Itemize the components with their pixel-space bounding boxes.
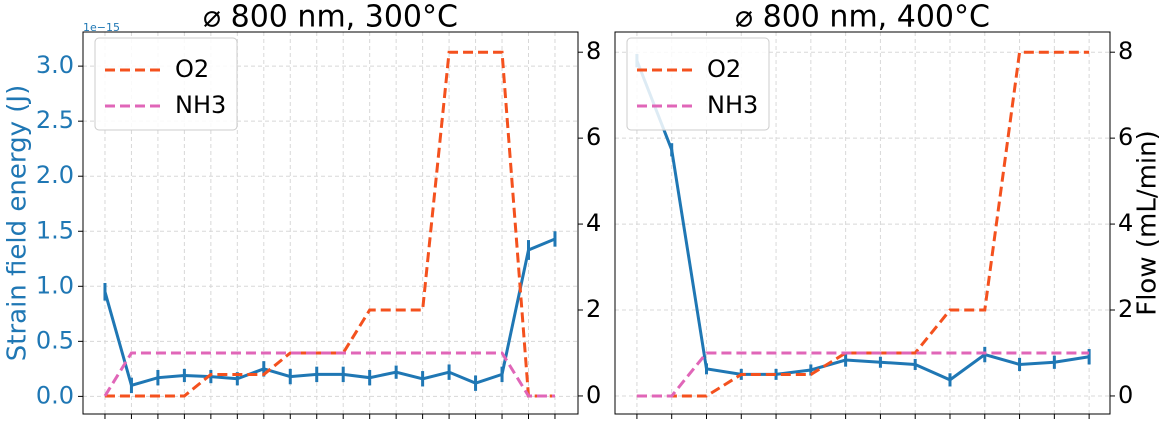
- plot-frame: [82, 31, 579, 415]
- y-tick-label: 2.5: [36, 106, 74, 134]
- series-line: [103, 237, 556, 388]
- y2-tick-label: 8: [586, 37, 601, 65]
- y2-tick-label: 0: [1118, 381, 1133, 409]
- y-tick-label: 0.0: [36, 381, 74, 409]
- plot-frame: [614, 31, 1111, 415]
- legend-box: [626, 37, 770, 131]
- y-tick-label: 0.5: [36, 326, 74, 354]
- y-tick-label: 1.0: [36, 271, 74, 299]
- y-tick-label: 1.5: [36, 216, 74, 244]
- panel: 0.0 0.5 1.0 1.5 2.0 2.5 3.0 0 2 4 6 8 O2 NH3 ⌀ 800 nm,…: [3, 0, 601, 419]
- series-line: [636, 50, 1090, 398]
- y2-tick-label: 0: [586, 381, 601, 409]
- y2-tick-label: 4: [586, 209, 601, 237]
- y2-tick-label: 4: [1118, 209, 1133, 237]
- y-axis-label: Strain field energy (J): [3, 85, 33, 361]
- y2-tick-label: 6: [586, 123, 601, 151]
- series-line: [635, 60, 1090, 382]
- legend-box: [94, 37, 238, 131]
- legend-label: O2: [707, 55, 741, 83]
- offset-label: 1e−15: [83, 21, 120, 34]
- y2-tick-label: 2: [1118, 295, 1133, 323]
- y-tick-label: 3.0: [36, 51, 74, 79]
- legend-label: NH3: [707, 91, 758, 119]
- y2-tick-label: 6: [1118, 123, 1133, 151]
- series-line: [103, 351, 555, 398]
- y2-tick-label: 2: [586, 295, 601, 323]
- y2-axis-label: Flow (mL/min): [1133, 130, 1163, 316]
- chart-title: ⌀ 800 nm, 400°C: [735, 0, 990, 35]
- legend-label: O2: [175, 55, 209, 83]
- legend-label: NH3: [175, 91, 226, 119]
- y2-tick-label: 8: [1118, 37, 1133, 65]
- chart-title: ⌀ 800 nm, 300°C: [203, 0, 458, 35]
- y-tick-label: 2.0: [36, 161, 74, 189]
- series-line: [636, 351, 1090, 398]
- panel: 0 2 4 6 8 O2 NH3 ⌀ 800 nm, 400°C Flow (mL/min): [614, 0, 1163, 419]
